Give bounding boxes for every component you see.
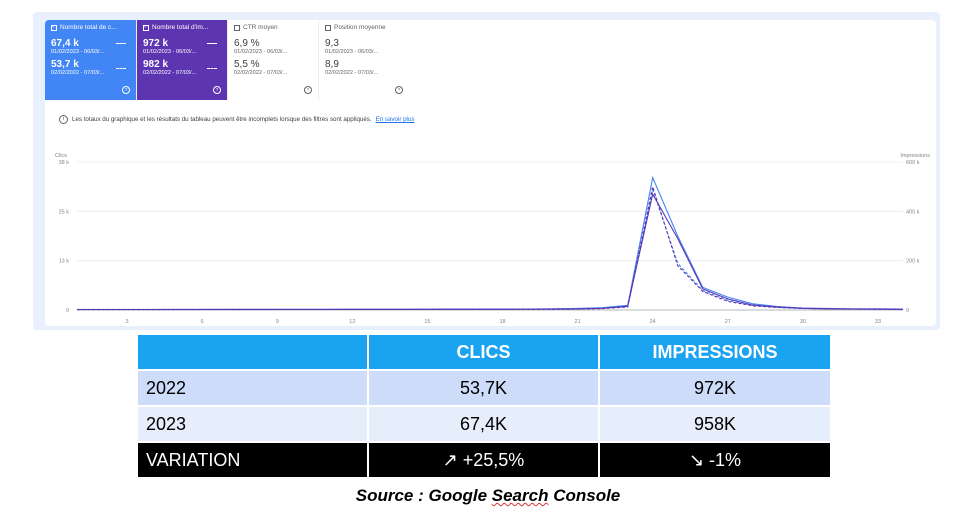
- help-icon[interactable]: ?: [304, 86, 312, 94]
- clics-value: 67,4K: [367, 405, 600, 443]
- x-tick-label: 6: [201, 319, 204, 325]
- x-tick-label: 15: [424, 319, 430, 325]
- y-left-tick-label: 13 k: [59, 259, 70, 265]
- source-underlined-word: Search: [491, 486, 549, 505]
- learn-more-link[interactable]: En savoir plus: [375, 116, 415, 123]
- series-line-0: [77, 175, 904, 310]
- series-line-1: [77, 187, 904, 311]
- filter-notice: i Les totaux du graphique et les résulta…: [59, 115, 414, 124]
- metric-compare-value: 53,7 k: [51, 59, 79, 70]
- y-right-tick-label: 0: [906, 308, 909, 314]
- x-tick-label: 27: [725, 319, 731, 325]
- x-tick-label: 18: [499, 319, 505, 325]
- metric-value: 6,9 %: [234, 38, 260, 49]
- y-right-tick-label: 400 k: [906, 209, 920, 215]
- solid-line-legend-icon: [207, 43, 217, 44]
- impressions-value: 958K: [598, 405, 832, 443]
- checkbox-checked-icon: ✓: [51, 24, 57, 31]
- metric-card-average-ctr[interactable]: CTR moyen 6,9 % 01/02/2023 - 06/03/... 5…: [227, 20, 318, 100]
- metric-label: CTR moyen: [243, 24, 278, 31]
- comparison-table: CLICS IMPRESSIONS 2022 53,7K 972K 2023 6…: [136, 333, 832, 479]
- metric-compare-date-range: 02/02/2022 - 07/03/...: [51, 70, 105, 76]
- metric-compare-value: 5,5 %: [234, 59, 260, 70]
- metric-value: 972 k: [143, 38, 169, 49]
- help-icon[interactable]: ?: [122, 86, 130, 94]
- metric-compare-date-range: 02/02/2022 - 07/03/...: [143, 70, 197, 76]
- impressions-value: 972K: [598, 369, 832, 407]
- performance-line-chart: 0 0 13 k 200 k 25 k 400 k 38 k 600 k Clics Impres…: [55, 153, 930, 325]
- y-right-tick-label: 200 k: [906, 259, 920, 265]
- metric-date-range: 01/02/2023 - 06/03/...: [234, 49, 288, 55]
- source-prefix: Source : Google: [355, 486, 492, 505]
- metric-label: Nombre total de c...: [60, 24, 117, 31]
- performance-chart-card: ✓ Nombre total de c... 67,4 k 01/02/2023 …: [45, 20, 936, 326]
- y-left-tick-label: 0: [66, 308, 69, 314]
- y-left-tick-label: 25 k: [59, 209, 70, 215]
- search-console-panel: ✓ Nombre total de c... 67,4 k 01/02/2023 …: [33, 12, 940, 330]
- y-right-tick-label: 600 k: [906, 160, 920, 166]
- x-tick-label: 24: [650, 319, 656, 325]
- help-icon[interactable]: ?: [213, 86, 221, 94]
- x-tick-label: 33: [875, 319, 881, 325]
- row-label: VARIATION: [136, 441, 369, 479]
- help-icon[interactable]: ?: [395, 86, 403, 94]
- source-suffix: Console: [548, 486, 621, 505]
- row-label: 2023: [136, 405, 369, 443]
- metric-label: Nombre total d'im...: [152, 24, 209, 31]
- y-left-axis-label: Clics: [55, 153, 67, 159]
- table-header-cell: CLICS: [367, 333, 600, 371]
- metric-value: 67,4 k: [51, 38, 79, 49]
- x-tick-label: 3: [126, 319, 129, 325]
- x-tick-label: 12: [349, 319, 355, 325]
- notice-text: Les totaux du graphique et les résultats…: [72, 116, 372, 123]
- metric-date-range: 01/02/2023 - 06/03/...: [325, 49, 379, 55]
- y-right-axis-label: Impressions: [900, 153, 930, 159]
- metric-date-range: 01/02/2023 - 06/03/...: [51, 49, 105, 55]
- metric-cards: ✓ Nombre total de c... 67,4 k 01/02/2023 …: [45, 20, 409, 104]
- x-tick-label: 9: [276, 319, 279, 325]
- metric-date-range: 01/02/2023 - 06/03/...: [143, 49, 197, 55]
- metric-compare-date-range: 02/02/2022 - 07/03/...: [234, 70, 288, 76]
- dashed-line-legend-icon: [116, 68, 126, 69]
- x-tick-label: 30: [800, 319, 806, 325]
- x-tick-label: 21: [575, 319, 581, 325]
- metric-compare-value: 982 k: [143, 59, 169, 70]
- y-left-tick-label: 38 k: [59, 160, 70, 166]
- solid-line-legend-icon: [116, 43, 126, 44]
- metric-value: 9,3: [325, 38, 339, 49]
- checkbox-unchecked-icon: [234, 24, 240, 31]
- metric-compare-value: 8,9: [325, 59, 339, 70]
- metric-compare-date-range: 02/02/2022 - 07/03/...: [325, 70, 379, 76]
- clics-variation: ↗ +25,5%: [367, 441, 600, 479]
- info-icon: i: [59, 115, 68, 124]
- table-header-cell: IMPRESSIONS: [598, 333, 832, 371]
- clics-value: 53,7K: [367, 369, 600, 407]
- metric-card-average-position[interactable]: Position moyenne 9,3 01/02/2023 - 06/03/…: [318, 20, 409, 100]
- table-header-row: CLICS IMPRESSIONS: [136, 333, 832, 371]
- metric-card-total-clicks[interactable]: ✓ Nombre total de c... 67,4 k 01/02/2023 …: [45, 20, 136, 100]
- checkbox-checked-icon: ✓: [143, 24, 149, 31]
- table-row: 2022 53,7K 972K: [136, 369, 832, 407]
- series-line-3: [77, 184, 904, 311]
- table-row-variation: VARIATION ↗ +25,5% ↘ -1%: [136, 441, 832, 479]
- impressions-variation: ↘ -1%: [598, 441, 832, 479]
- source-caption: Source : Google Search Console: [0, 486, 976, 506]
- table-row: 2023 67,4K 958K: [136, 405, 832, 443]
- metric-card-total-impressions[interactable]: ✓ Nombre total d'im... 972 k 01/02/2023 -…: [136, 20, 227, 100]
- metric-label: Position moyenne: [334, 24, 386, 31]
- checkbox-unchecked-icon: [325, 24, 331, 31]
- dashed-line-legend-icon: [207, 68, 217, 69]
- row-label: 2022: [136, 369, 369, 407]
- table-header-cell: [136, 333, 369, 371]
